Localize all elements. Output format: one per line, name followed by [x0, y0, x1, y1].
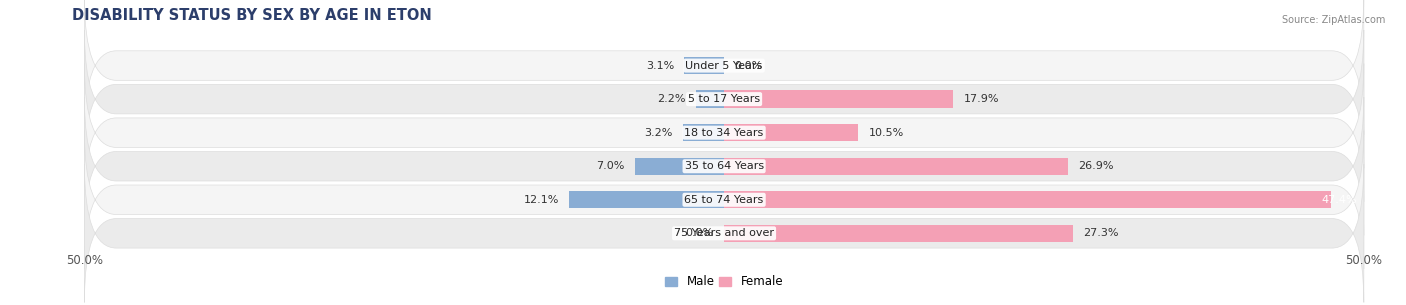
Bar	[683, 124, 724, 142]
Text: 47.4%: 47.4%	[1322, 195, 1357, 205]
Text: DISABILITY STATUS BY SEX BY AGE IN ETON: DISABILITY STATUS BY SEX BY AGE IN ETON	[72, 8, 432, 23]
Bar	[724, 224, 1073, 242]
FancyBboxPatch shape	[84, 97, 1364, 235]
Bar	[724, 191, 1330, 209]
Text: 26.9%: 26.9%	[1078, 161, 1114, 171]
Text: 12.1%: 12.1%	[523, 195, 560, 205]
Text: 10.5%: 10.5%	[869, 128, 904, 138]
FancyBboxPatch shape	[84, 63, 1364, 202]
Text: 27.3%: 27.3%	[1084, 228, 1119, 238]
Text: 65 to 74 Years: 65 to 74 Years	[685, 195, 763, 205]
Text: 7.0%: 7.0%	[596, 161, 624, 171]
Bar	[634, 157, 724, 175]
FancyBboxPatch shape	[84, 164, 1364, 303]
Text: 2.2%: 2.2%	[657, 94, 686, 104]
Bar	[696, 90, 724, 108]
Bar	[569, 191, 724, 209]
FancyBboxPatch shape	[84, 30, 1364, 168]
Text: 17.9%: 17.9%	[963, 94, 998, 104]
Text: Source: ZipAtlas.com: Source: ZipAtlas.com	[1281, 15, 1385, 25]
Text: 0.0%: 0.0%	[686, 228, 714, 238]
Text: 5 to 17 Years: 5 to 17 Years	[688, 94, 761, 104]
Bar	[685, 57, 724, 74]
Legend: Male, Female: Male, Female	[665, 275, 783, 289]
FancyBboxPatch shape	[84, 131, 1364, 269]
Text: 3.1%: 3.1%	[645, 61, 675, 70]
Text: 35 to 64 Years: 35 to 64 Years	[685, 161, 763, 171]
FancyBboxPatch shape	[84, 0, 1364, 135]
Text: 3.2%: 3.2%	[644, 128, 673, 138]
Bar	[724, 90, 953, 108]
Bar	[724, 157, 1069, 175]
Text: 75 Years and over: 75 Years and over	[673, 228, 775, 238]
Bar	[724, 124, 859, 142]
Text: 18 to 34 Years: 18 to 34 Years	[685, 128, 763, 138]
Text: Under 5 Years: Under 5 Years	[686, 61, 762, 70]
Text: 0.0%: 0.0%	[734, 61, 762, 70]
